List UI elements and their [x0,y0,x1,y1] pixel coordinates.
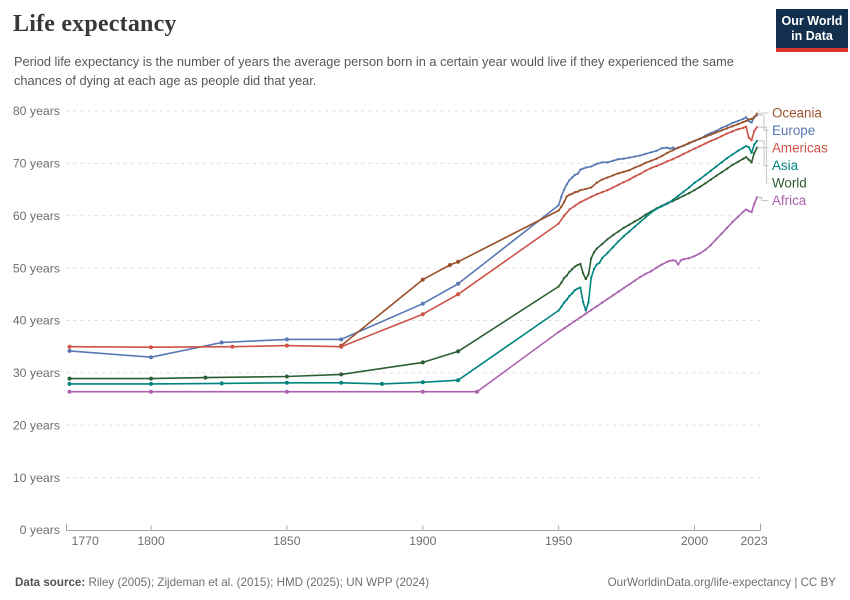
line-africa[interactable] [68,196,758,393]
x-tick-label-1950: 1950 [545,534,573,548]
markers-asia [67,139,759,386]
data-source-label: Data source: [15,575,86,589]
data-source-note: Data source: Riley (2005); Zijdeman et a… [15,576,429,589]
line-world[interactable] [68,146,758,380]
x-tick-label-1800: 1800 [137,534,165,548]
markers-world [67,146,759,381]
owid-logo-line1: Our World [781,13,843,28]
owid-logo: Our World in Data [776,9,848,52]
legend-connector-world [757,147,769,184]
data-source-text: Riley (2005); Zijdeman et al. (2015); HM… [85,575,430,589]
footer-right: OurWorldinData.org/life-expectancy | CC … [608,576,836,589]
x-tick-label-1770: 1770 [72,534,100,548]
y-tick-label-10: 10 years [13,471,60,485]
legend-label-oceania[interactable]: Oceania [772,106,822,121]
legend-label-europe[interactable]: Europe [772,123,815,138]
page-title: Life expectancy [13,11,177,37]
y-tick-label-0: 0 years [20,523,60,537]
x-tick-label-1850: 1850 [273,534,301,548]
legend-label-world[interactable]: World [772,176,807,191]
chart-subtitle: Period life expectancy is the number of … [14,54,734,88]
y-tick-label-60: 60 years [13,209,60,223]
y-tick-label-70: 70 years [13,157,60,171]
legend-connector-americas [757,126,769,149]
y-tick-label-50: 50 years [13,261,60,275]
markers-africa [67,196,759,394]
legend-connector-oceania [757,112,769,115]
markers-americas [67,125,759,350]
y-tick-label-40: 40 years [13,314,60,328]
y-tick-label-20: 20 years [13,418,60,432]
license-badge: CC BY [800,575,836,589]
x-tick-label-1900: 1900 [409,534,437,548]
legend-label-africa[interactable]: Africa [772,193,807,208]
owid-logo-line2: in Data [791,28,833,43]
y-tick-label-80: 80 years [13,104,60,118]
legend-label-americas[interactable]: Americas [772,141,828,156]
footer-separator: | [791,575,801,589]
legend-connector-africa [757,196,769,202]
x-tick-label-2000: 2000 [681,534,709,548]
x-tick-label-2023: 2023 [740,534,768,548]
y-tick-label-30: 30 years [13,366,60,380]
chart-footer: Data source: Riley (2005); Zijdeman et a… [15,570,836,594]
legend-label-asia[interactable]: Asia [772,158,799,173]
footer-link[interactable]: OurWorldinData.org/life-expectancy [607,575,792,589]
